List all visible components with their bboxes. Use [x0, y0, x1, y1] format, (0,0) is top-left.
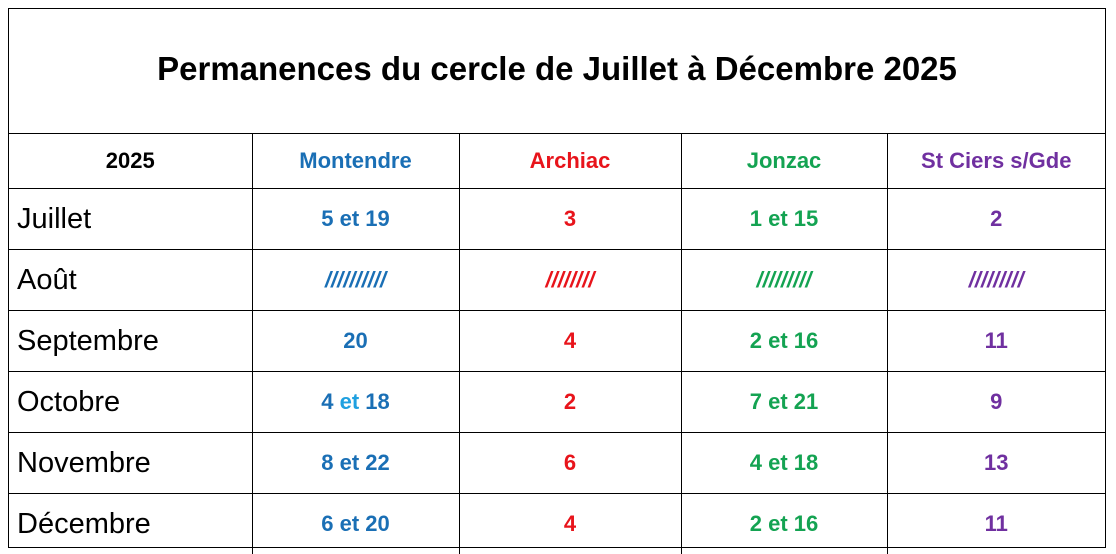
archiac-cell: ////////: [459, 250, 681, 311]
jonzac-cell: 1 et 15: [681, 189, 887, 250]
montendre-date-b: 18: [365, 389, 389, 414]
month-cell: Novembre: [9, 433, 252, 494]
archiac-cell: 4: [459, 494, 681, 554]
jonzac-cell: 4 et 18: [681, 433, 887, 494]
month-cell: Août: [9, 250, 252, 311]
stciers-cell: 2: [887, 189, 1105, 250]
montendre-cell: 4 et 18: [252, 372, 459, 433]
table-row: Septembre 20 4 2 et 16 11: [9, 311, 1105, 372]
montendre-cell: 5 et 19: [252, 189, 459, 250]
header-stciers: St Ciers s/Gde: [887, 134, 1105, 189]
table-row: Août ////////// //////// ///////// /////…: [9, 250, 1105, 311]
archiac-cell: 3: [459, 189, 681, 250]
archiac-cell: 4: [459, 311, 681, 372]
montendre-cell: //////////: [252, 250, 459, 311]
header-year: 2025: [9, 134, 252, 189]
month-cell: Septembre: [9, 311, 252, 372]
stciers-cell: /////////: [887, 250, 1105, 311]
month-cell: Octobre: [9, 372, 252, 433]
montendre-cell: 6 et 20: [252, 494, 459, 554]
month-cell: Décembre: [9, 494, 252, 554]
title-bar: Permanences du cercle de Juillet à Décem…: [9, 9, 1105, 134]
archiac-cell: 2: [459, 372, 681, 433]
month-cell: Juillet: [9, 189, 252, 250]
schedule-frame: Permanences du cercle de Juillet à Décem…: [8, 8, 1106, 548]
montendre-cell: 8 et 22: [252, 433, 459, 494]
header-jonzac: Jonzac: [681, 134, 887, 189]
header-archiac: Archiac: [459, 134, 681, 189]
jonzac-cell: /////////: [681, 250, 887, 311]
stciers-cell: 11: [887, 494, 1105, 554]
header-row: 2025 Montendre Archiac Jonzac St Ciers s…: [9, 134, 1105, 189]
jonzac-cell: 2 et 16: [681, 494, 887, 554]
jonzac-cell: 2 et 16: [681, 311, 887, 372]
table-row: Novembre 8 et 22 6 4 et 18 13: [9, 433, 1105, 494]
stciers-cell: 11: [887, 311, 1105, 372]
montendre-cell: 20: [252, 311, 459, 372]
stciers-cell: 9: [887, 372, 1105, 433]
table-row: Décembre 6 et 20 4 2 et 16 11: [9, 494, 1105, 554]
page-title: Permanences du cercle de Juillet à Décem…: [157, 50, 957, 88]
montendre-et: et: [340, 389, 360, 414]
stciers-cell: 13: [887, 433, 1105, 494]
archiac-cell: 6: [459, 433, 681, 494]
jonzac-cell: 7 et 21: [681, 372, 887, 433]
montendre-date-a: 4: [321, 389, 333, 414]
table-row: Juillet 5 et 19 3 1 et 15 2: [9, 189, 1105, 250]
table-row: Octobre 4 et 18 2 7 et 21 9: [9, 372, 1105, 433]
schedule-table: 2025 Montendre Archiac Jonzac St Ciers s…: [9, 134, 1105, 554]
header-montendre: Montendre: [252, 134, 459, 189]
